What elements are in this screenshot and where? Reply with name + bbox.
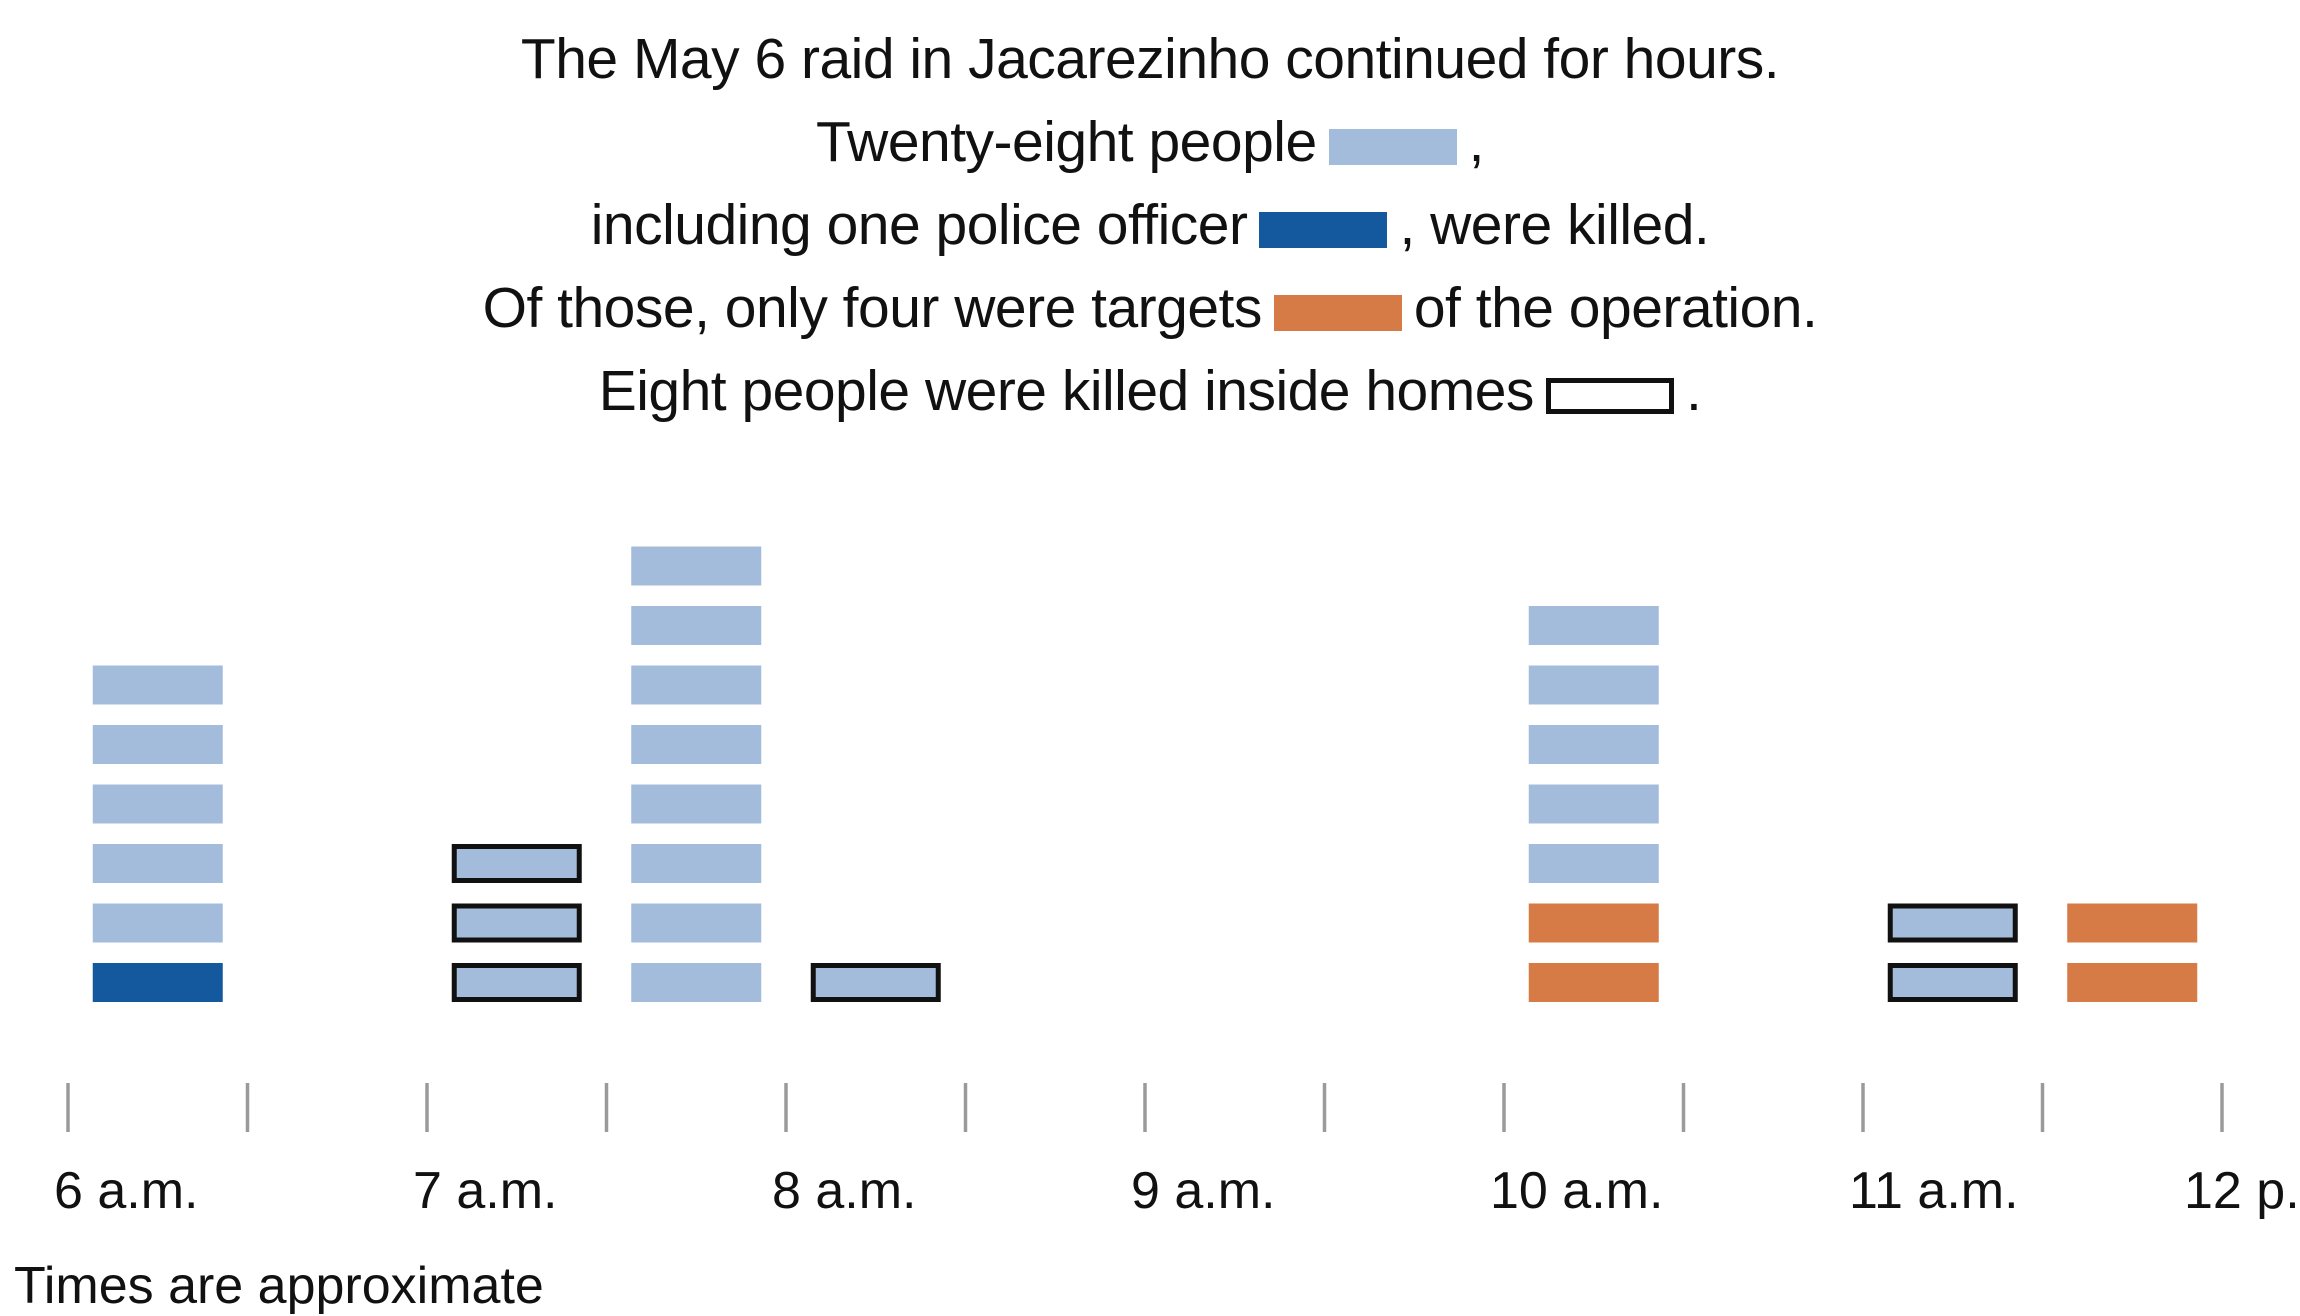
- killed-inside-home-bar: [810, 963, 941, 1002]
- target-bar: [1528, 963, 1659, 1002]
- killed-bar: [1528, 665, 1659, 705]
- tick-label: 7 a.m.: [413, 1162, 558, 1220]
- intro-line-3: including one police officer , were kille…: [0, 184, 2300, 267]
- killed-bar: [631, 963, 762, 1002]
- killed-bar: [631, 665, 762, 705]
- killed-bar: [1528, 725, 1659, 764]
- intro-text: The May 6 raid in Jacarezinho continued …: [0, 18, 2300, 433]
- killed-bar: [92, 725, 223, 764]
- killed-bar: [92, 903, 223, 943]
- intro-line-4: Of those, only four were targets of the o…: [0, 267, 2300, 350]
- killed-bar: [92, 844, 223, 883]
- tick-label: 10 a.m.: [1490, 1162, 1663, 1220]
- tick-label: 12 p.m.: [2184, 1162, 2300, 1220]
- intro-line-5: Eight people were killed inside homes.: [0, 350, 2300, 433]
- killed-inside-home-bar: [451, 903, 582, 943]
- legend-swatch-killed: [1328, 129, 1457, 165]
- chart-marks: [92, 546, 2198, 1002]
- time-axis: 6 a.m. 7 a.m. 8 a.m. 9 a.m. 10 a.m. 11 a.m. 12…: [54, 1083, 2300, 1220]
- killed-bar: [631, 903, 762, 943]
- legend-swatch-police-officer: [1259, 212, 1388, 248]
- tick-label: 6 a.m.: [54, 1162, 199, 1220]
- intro-line-4-end: of the operation.: [1413, 276, 1818, 340]
- killed-inside-home-bar: [1887, 963, 2018, 1002]
- killed-bar: [92, 784, 223, 824]
- intro-line-1: The May 6 raid in Jacarezinho continued …: [520, 27, 1780, 91]
- killed-bar: [631, 725, 762, 764]
- tick-label: 11 a.m.: [1849, 1162, 2019, 1220]
- legend-swatch-target: [1273, 295, 1402, 331]
- killed-inside-home-bar: [451, 844, 582, 883]
- police-officer-bar: [92, 963, 223, 1002]
- killed-inside-home-bar: [1887, 903, 2018, 943]
- legend-swatch-inside-home: [1545, 378, 1674, 414]
- intro-line-5-end: .: [1685, 359, 1702, 423]
- killed-bar: [1528, 606, 1659, 645]
- killed-bar: [631, 784, 762, 824]
- killed-bar: [92, 665, 223, 705]
- killed-bar: [631, 546, 762, 586]
- killed-bar: [1528, 844, 1659, 883]
- tick-label: 9 a.m.: [1131, 1162, 1276, 1220]
- killed-bar: [631, 606, 762, 645]
- target-bar: [2067, 963, 2198, 1002]
- intro-line-2: Twenty-eight people,: [0, 101, 2300, 184]
- intro-line-5-text: Eight people were killed inside homes: [598, 359, 1535, 423]
- intro-line-2-end: ,: [1468, 110, 1485, 174]
- killed-bar: [631, 844, 762, 883]
- tick-label: 8 a.m.: [772, 1162, 917, 1220]
- timeline-chart: 6 a.m. 7 a.m. 8 a.m. 9 a.m. 10 a.m. 11 a.m. 12…: [54, 546, 2300, 1220]
- intro-line-4-text: Of those, only four were targets: [482, 276, 1263, 340]
- killed-inside-home-bar: [451, 963, 582, 1002]
- footnote: Times are approximate: [14, 1257, 544, 1315]
- intro-line-3-end: , were killed.: [1399, 193, 1710, 257]
- target-bar: [1528, 903, 1659, 943]
- target-bar: [2067, 903, 2198, 943]
- killed-bar: [1528, 784, 1659, 824]
- intro-line-3-text: including one police officer: [590, 193, 1248, 257]
- intro-line-2-text: Twenty-eight people: [815, 110, 1317, 174]
